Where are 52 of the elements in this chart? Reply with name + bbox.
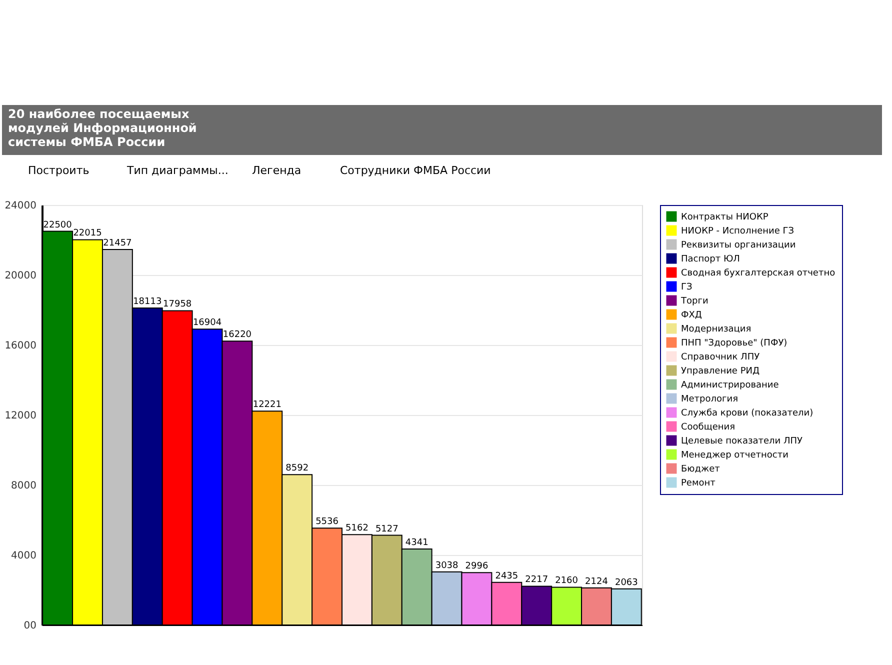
legend-label: ФХД — [681, 310, 702, 320]
legend-label: Служба крови (показатели) — [681, 408, 814, 418]
data-label: 17958 — [163, 300, 192, 310]
data-label: 12221 — [252, 400, 282, 410]
legend-label: Сводная бухгалтерская отчетно — [681, 268, 836, 278]
legend-label: Бюджет — [681, 464, 720, 474]
text: Построить — [28, 164, 90, 177]
y-tick-label: 16000 — [4, 340, 36, 352]
data-label: 21457 — [103, 238, 132, 249]
data-label: 2435 — [495, 571, 518, 582]
legend-label: Торги — [680, 296, 708, 306]
legend-label: Менеджер отчетности — [681, 450, 789, 460]
y-tick-label: 4000 — [11, 550, 36, 562]
data-label: 4341 — [405, 538, 428, 548]
legend-label: Метрология — [681, 394, 738, 404]
y-tick-label: 00 — [24, 620, 36, 632]
legend-label: НИОКР - Исполнение ГЗ — [681, 226, 794, 236]
y-tick-label: 8000 — [11, 480, 36, 492]
text: Сотрудники ФМБА России — [340, 164, 491, 177]
data-label: 2160 — [555, 576, 578, 586]
data-label: 22500 — [43, 220, 72, 230]
chart-title: 20 наиболее посещаемых модулей Информационной системы ФМБА России — [8, 107, 197, 149]
data-label: 2217 — [525, 575, 548, 586]
legend-label: ПНП "Здоровье" (ПФУ) — [681, 338, 788, 348]
data-label: 2063 — [614, 578, 638, 588]
text: Легенда — [252, 164, 302, 177]
data-label: 2124 — [585, 576, 608, 587]
data-label: 16220 — [222, 330, 252, 340]
data-label: 3038 — [435, 560, 459, 571]
legend-label: Справочник ЛПУ — [681, 352, 760, 362]
y-tick-label: 20000 — [4, 270, 36, 282]
data-label: 18113 — [133, 297, 162, 308]
legend-label: Ремонт — [681, 478, 716, 488]
data-label: 5162 — [346, 524, 368, 534]
legend-label: Сообщения — [681, 422, 736, 432]
legend-label: Администрирование — [681, 380, 780, 390]
legend-label: ГЗ — [681, 282, 692, 292]
legend-label: Целевые показатели ЛПУ — [681, 436, 804, 446]
y-tick-label: 24000 — [4, 200, 36, 212]
legend-label: Паспорт ЮЛ — [681, 254, 740, 264]
data-label: 22015 — [73, 228, 102, 239]
data-label: 16904 — [192, 318, 222, 328]
legend-label: Модернизация — [681, 324, 752, 334]
data-label: 8592 — [286, 464, 309, 474]
legend-label: Управление РИД — [681, 366, 760, 376]
legend-label: Реквизиты организации — [681, 240, 796, 250]
text: Тип диаграммы... — [126, 164, 228, 177]
data-label: 5536 — [316, 517, 339, 528]
legend-label: Контракты НИОКР — [681, 212, 769, 222]
data-label: 2996 — [465, 562, 488, 572]
y-tick-label: 12000 — [4, 410, 36, 422]
data-label: 5127 — [375, 524, 398, 534]
